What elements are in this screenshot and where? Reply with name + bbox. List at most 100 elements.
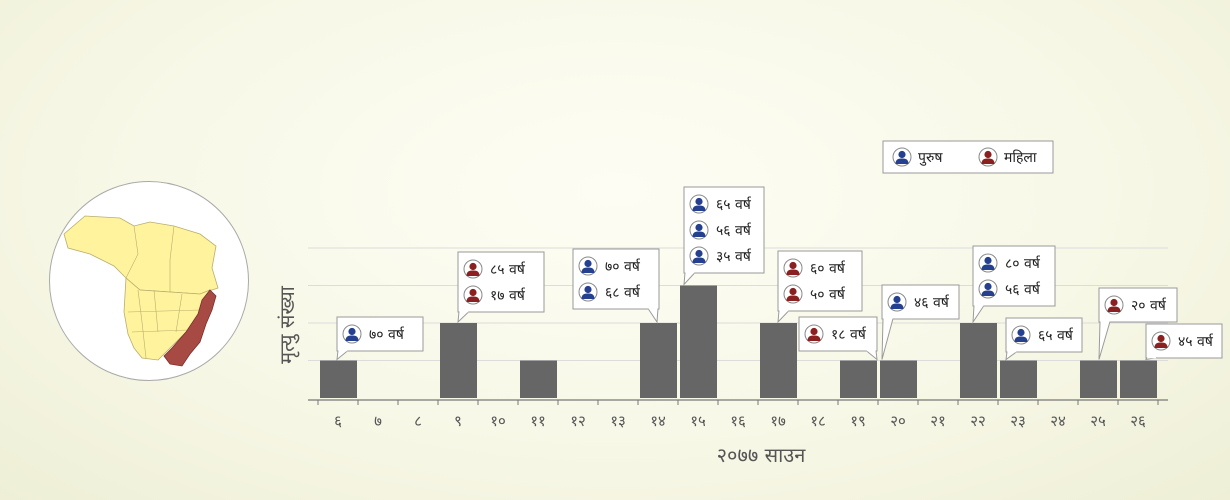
x-tick-label: २१ [930, 412, 946, 430]
female-person-icon [783, 284, 803, 304]
male-person-icon [887, 292, 907, 312]
annotation-callout: ६५ वर्ष [1005, 317, 1083, 361]
female-person-icon [783, 258, 803, 278]
x-axis-title: २०७७ साउन [717, 443, 807, 467]
legend: पुरुष महिला [882, 140, 1054, 174]
x-tick-label: २३ [1010, 412, 1026, 430]
male-person-icon [689, 220, 709, 240]
x-tick-label: १२ [570, 412, 586, 430]
female-person-icon [978, 147, 998, 167]
callout-pointer [336, 350, 349, 361]
callout-age-label: २० वर्ष [1131, 297, 1167, 314]
map-internal-lines [125, 225, 201, 359]
callout-pointer [777, 310, 790, 324]
map-region-south [123, 277, 211, 361]
annotation-callout: ८५ वर्ष १७ वर्ष [457, 251, 545, 324]
male-person-icon [892, 147, 912, 167]
callout-age-label: ५६ वर्ष [1005, 281, 1041, 298]
callout-pointer [1005, 351, 1018, 361]
female-person-icon [1151, 331, 1171, 351]
male-person-icon [578, 256, 598, 276]
callout-pointer [972, 305, 985, 324]
female-person-icon [463, 285, 483, 305]
x-tick-label: ६ [334, 412, 342, 430]
x-tick-label: २६ [1130, 412, 1146, 430]
female-person-icon [463, 259, 483, 279]
bar [1000, 360, 1037, 398]
legend-male-label: पुरुष [918, 150, 943, 166]
x-tick-label: १० [490, 412, 506, 430]
callout-age-label: ८० वर्ष [1005, 255, 1041, 272]
x-tick-label: १३ [610, 412, 626, 430]
callout-age-label: १७ वर्ष [490, 287, 526, 304]
callout-pointer [647, 308, 659, 324]
bar [320, 360, 357, 398]
annotation-callout: ४५ वर्ष [1145, 323, 1223, 361]
callout-pointer [683, 272, 696, 286]
callout-pointer [457, 311, 470, 324]
x-tick-label: २२ [970, 412, 986, 430]
male-person-icon [978, 253, 998, 273]
bar [960, 323, 997, 398]
callout-age-label: ६५ वर्ष [716, 196, 752, 213]
male-person-icon [578, 282, 598, 302]
bar [640, 323, 677, 398]
x-tick-label: १६ [730, 412, 746, 430]
annotation-callout: ६० वर्ष ५० वर्ष [777, 250, 863, 324]
annotation-callout: ८० वर्ष ५६ वर्ष [972, 245, 1056, 324]
annotations: ७० वर्ष ८५ वर्ष १७ वर्ष ७० वर्ष ६८ वर्ष ६५ वर… [336, 186, 1223, 361]
annotation-callout: ७० वर्ष ६८ वर्ष [572, 248, 660, 324]
x-tick-label: ९ [454, 412, 462, 430]
callout-age-label: ४६ वर्ष [914, 294, 950, 311]
bar [680, 285, 717, 398]
callout-age-label: ७० वर्ष [605, 258, 641, 275]
x-tick-label: १५ [690, 412, 706, 430]
callout-age-label: ६५ वर्ष [1038, 327, 1074, 344]
callout-age-label: ५६ वर्ष [716, 222, 752, 239]
male-person-icon [1011, 325, 1031, 345]
y-axis-title: मृत्यु संख्या [275, 285, 300, 364]
male-person-icon [689, 194, 709, 214]
x-tick-label: १८ [810, 412, 826, 430]
x-tick-label: ७ [374, 412, 382, 430]
callout-age-label: ८५ वर्ष [490, 261, 526, 278]
x-tick-label: ८ [414, 412, 422, 430]
x-tick-label: १९ [850, 412, 866, 430]
annotation-callout: ७० वर्ष [336, 316, 424, 361]
annotation-callout: ४६ वर्ष [881, 284, 960, 360]
bar [1120, 360, 1157, 398]
callout-age-label: ४५ वर्ष [1178, 333, 1214, 350]
map-highlight-region [163, 289, 217, 367]
x-tick-label: ११ [530, 412, 546, 430]
bar [1080, 360, 1117, 398]
callout-age-label: ७० वर्ष [369, 326, 405, 343]
callout-age-label: ६० वर्ष [810, 260, 846, 277]
x-tick-label: १४ [650, 412, 666, 430]
bar [440, 323, 477, 398]
bar [880, 360, 917, 398]
x-axis: ६ ७ ८ ९ १० ११ १२ १३ १४ १५ १६ १७ १८ १९ २० २१ २२ २३ २४ २५ २६ [308, 399, 1168, 430]
male-person-icon [689, 246, 709, 266]
annotation-callout: २० वर्ष [1098, 287, 1178, 360]
callout-age-label: १८ वर्ष [831, 326, 867, 343]
bar [760, 323, 797, 398]
x-tick-label: २५ [1090, 412, 1106, 430]
legend-female-label: महिला [1004, 149, 1037, 166]
callout-age-label: ३५ वर्ष [716, 248, 752, 265]
callout-pointer [865, 350, 878, 361]
bar [520, 360, 557, 398]
male-person-icon [342, 324, 362, 344]
callout-age-label: ६८ वर्ष [605, 284, 641, 301]
annotation-callout: ६५ वर्ष ५६ वर्ष ३५ वर्ष [683, 186, 765, 286]
male-person-icon [978, 279, 998, 299]
bars [320, 285, 1157, 398]
callout-pointer [881, 318, 894, 360]
callout-age-label: ५० वर्ष [810, 286, 846, 303]
district-map [63, 215, 219, 367]
female-person-icon [804, 324, 824, 344]
annotation-callout: १८ वर्ष [798, 316, 878, 361]
x-tick-label: २४ [1050, 412, 1066, 430]
callout-pointer [1098, 321, 1111, 360]
district-map-icon [49, 181, 249, 381]
